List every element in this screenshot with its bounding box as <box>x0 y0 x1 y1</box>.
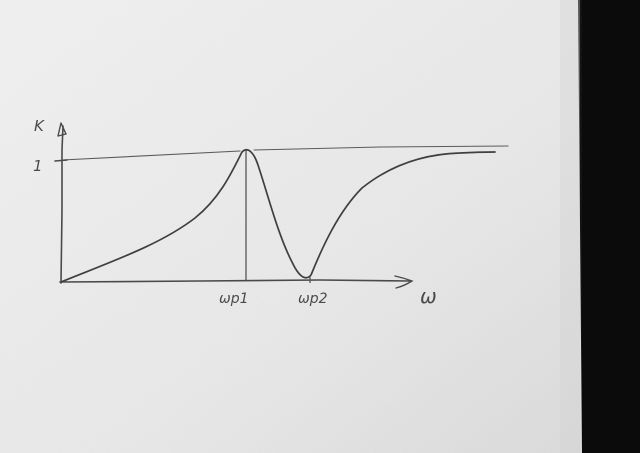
x-axis-arrow <box>394 275 414 289</box>
x-axis <box>59 279 411 283</box>
marker-label-1: ωp1 <box>219 291 249 307</box>
y-axis-arrow <box>57 122 67 137</box>
x-axis-label: ω <box>420 284 437 308</box>
response-curve <box>60 148 496 283</box>
y-tick <box>54 159 68 162</box>
paper-shadow <box>560 0 580 453</box>
y-tick-label: 1 <box>33 157 43 175</box>
y-axis <box>60 125 64 284</box>
paper-sheet <box>0 0 582 453</box>
marker-label-2: ωp2 <box>298 291 328 307</box>
unity-level-line <box>61 145 509 161</box>
y-axis-label: K <box>34 117 45 135</box>
